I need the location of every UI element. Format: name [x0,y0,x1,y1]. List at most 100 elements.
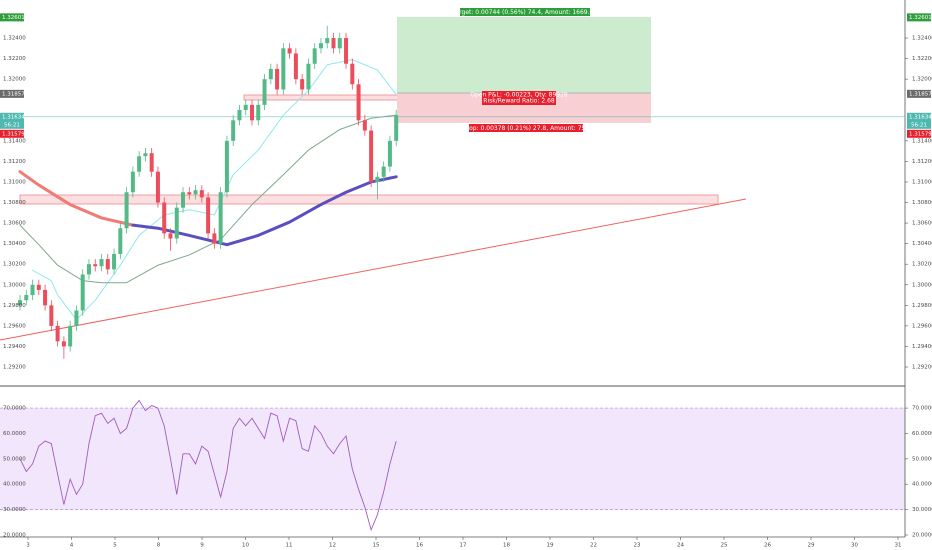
drawings [0,0,908,540]
x-tick-label: 29 [808,543,815,549]
target-text: Target: 0.00744 (0.56%) 74.4, Amount: 16… [452,9,598,16]
candle-body [356,84,361,121]
price-tag [907,112,931,129]
candle-body [256,104,261,121]
x-tick-label: 5 [113,543,117,549]
price-tag [907,13,931,22]
price-tag-label: 1.31579 [909,131,932,137]
rsi-tick-label: 30.0000 [912,507,932,513]
y-tick-label: 1.31200 [912,159,932,165]
y-tick-label: 1.30400 [3,241,26,247]
series [18,25,399,532]
rsi-tick-label: 60.0000 [912,431,932,437]
y-tick-label: 1.30200 [912,262,932,268]
x-tick-label: 16 [416,543,423,549]
stop-tag [469,124,583,132]
target-tag [460,8,590,16]
risk-reward-text: Risk/Reward Ratio: 2.68 [483,98,555,105]
y-tick-label: 1.32400 [3,36,26,42]
candle-body [325,38,330,44]
candle-body [243,104,248,110]
trend-line [0,198,747,341]
candle-body [174,207,179,239]
countdown: 56:21 [911,122,927,128]
rsi-tick-label: 50.0000 [3,456,26,462]
candle-body [375,176,380,182]
candle-body [193,190,198,195]
candle-body [155,171,160,203]
y-tick-label: 1.32000 [912,77,932,83]
candle-body [112,253,117,270]
moving-average [131,175,398,247]
price-tag-label: 1.31857 [2,92,25,98]
candle-body [344,38,349,64]
price-tag-label: 1.31579 [2,131,25,137]
candle-body [262,79,267,105]
y-tick-label: 1.30000 [912,282,932,288]
y-tick-label: 1.32400 [912,36,932,42]
candle-body [80,274,85,311]
candle-body [287,48,292,54]
y-tick-label: 1.29200 [912,365,932,371]
x-tick-label: 25 [721,543,728,549]
countdown: 56:21 [4,122,20,128]
rsi-tick-label: 70.0000 [3,406,26,412]
candle-body [162,202,167,234]
candle-body [362,120,367,131]
candle-body [149,153,154,172]
x-tick-label: 18 [503,543,510,549]
candle-body [93,264,98,267]
x-tick-label: 24 [677,543,684,549]
x-tick-label: 12 [329,543,336,549]
candle-body [187,192,192,195]
candle-body [36,284,41,290]
price-tag [907,89,931,98]
x-tick-label: 10 [242,543,249,549]
price-tag-label: 1.31634 [909,114,932,120]
price-tag-label: 1.31857 [909,92,932,98]
rsi-band [0,408,905,510]
candle-body [237,110,242,121]
x-tick-label: 31 [895,543,902,549]
price-tag-label: 1.32601 [2,15,25,21]
price-tag-label: 1.32601 [909,15,932,21]
price-tag [0,112,24,129]
candle-body [24,295,29,301]
x-tick-label: 3 [26,543,30,549]
candle-body [168,233,173,239]
y-tick-label: 1.31000 [912,179,932,185]
candle-body [369,130,374,182]
rsi-tick-label: 50.0000 [912,456,932,462]
open-pnl-text: Open P&L: -0.00223, Qty: 89928 [470,91,568,98]
candle-body [61,341,66,347]
y-tick-label: 1.29600 [3,323,26,329]
y-tick-label: 1.31400 [3,138,26,144]
x-tick-label: 23 [634,543,641,549]
x-tick-label: 17 [460,543,467,549]
x-tick-label: 4 [70,543,74,549]
candle-body [206,197,211,234]
moving-average [19,114,397,284]
candle-body [30,284,35,296]
y-tick-label: 1.30000 [3,282,26,288]
y-tick-label: 1.30600 [912,221,932,227]
y-tick-label: 1.29200 [3,365,26,371]
rsi-tick-label: 20.0000 [3,533,26,539]
overlays: Target: 0.00744 (0.56%) 74.4, Amount: 16… [0,8,932,549]
candle-body [387,140,392,167]
candle-body [68,325,73,347]
y-tick-label: 1.29800 [3,303,26,309]
candle-body [43,289,48,306]
candle-body [306,63,311,90]
candle-body [275,68,280,90]
y-tick-label: 1.30800 [912,200,932,206]
candle-body [312,48,317,64]
pnl-tag [482,91,556,105]
candle-body [331,38,336,49]
y-tick-label: 1.31200 [3,159,26,165]
stop-text: Stop: 0.00378 (0.21%) 27.8, Amount: 750 [463,125,589,132]
y-tick-label: 1.32200 [912,56,932,62]
candle-body [293,53,298,80]
candle-body [18,300,22,306]
